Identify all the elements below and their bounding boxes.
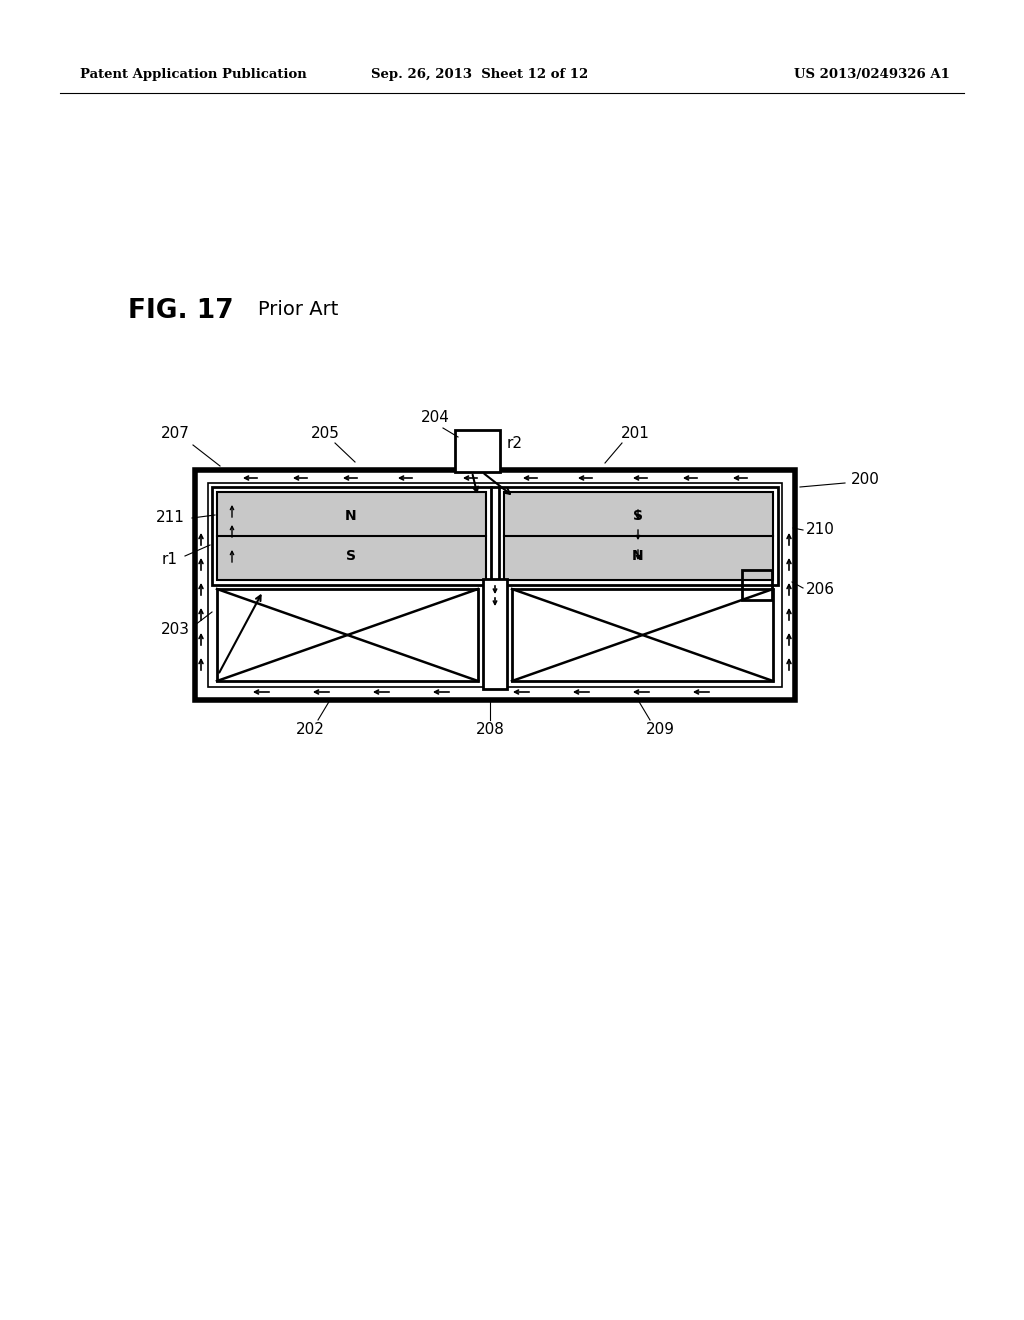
Text: 203: 203 <box>161 623 189 638</box>
Text: Sep. 26, 2013  Sheet 12 of 12: Sep. 26, 2013 Sheet 12 of 12 <box>372 69 589 81</box>
Text: N: N <box>632 549 644 564</box>
Text: S: S <box>633 508 643 523</box>
Bar <box>742 570 772 601</box>
Bar <box>212 487 778 585</box>
Text: FIG. 17: FIG. 17 <box>128 298 233 323</box>
Text: 209: 209 <box>645 722 675 738</box>
Bar <box>208 483 782 686</box>
Text: 207: 207 <box>161 425 189 441</box>
Text: 204: 204 <box>421 411 450 425</box>
Bar <box>504 492 773 579</box>
Bar <box>217 589 478 681</box>
Text: 201: 201 <box>621 425 649 441</box>
Text: 211: 211 <box>156 511 184 525</box>
Text: r2: r2 <box>507 436 523 450</box>
Bar <box>455 430 500 473</box>
Text: Prior Art: Prior Art <box>258 300 338 319</box>
Bar <box>217 492 486 579</box>
Text: 208: 208 <box>475 722 505 738</box>
Bar <box>195 470 795 700</box>
Bar <box>512 589 773 681</box>
Text: 205: 205 <box>310 425 339 441</box>
Text: 200: 200 <box>851 473 880 487</box>
Text: S: S <box>346 549 356 564</box>
Text: 210: 210 <box>806 523 835 537</box>
Text: r1: r1 <box>162 553 178 568</box>
Text: Patent Application Publication: Patent Application Publication <box>80 69 307 81</box>
Text: US 2013/0249326 A1: US 2013/0249326 A1 <box>795 69 950 81</box>
Text: 206: 206 <box>806 582 835 598</box>
Text: 202: 202 <box>296 722 325 738</box>
Bar <box>483 579 507 689</box>
Text: N: N <box>345 508 356 523</box>
